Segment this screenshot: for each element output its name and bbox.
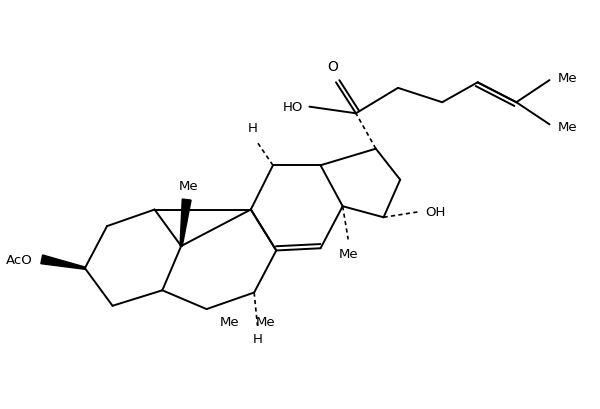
Polygon shape [180, 200, 191, 247]
Text: HO: HO [283, 101, 303, 114]
Text: Me: Me [179, 180, 199, 192]
Text: H: H [248, 122, 258, 135]
Text: AcO: AcO [6, 253, 33, 266]
Text: Me: Me [557, 121, 577, 134]
Text: Me: Me [557, 72, 577, 85]
Text: OH: OH [425, 206, 446, 219]
Text: Me: Me [256, 315, 275, 328]
Text: Me: Me [220, 315, 239, 328]
Text: O: O [327, 60, 338, 74]
Text: H: H [253, 333, 262, 346]
Polygon shape [41, 255, 85, 270]
Text: Me: Me [338, 247, 358, 261]
